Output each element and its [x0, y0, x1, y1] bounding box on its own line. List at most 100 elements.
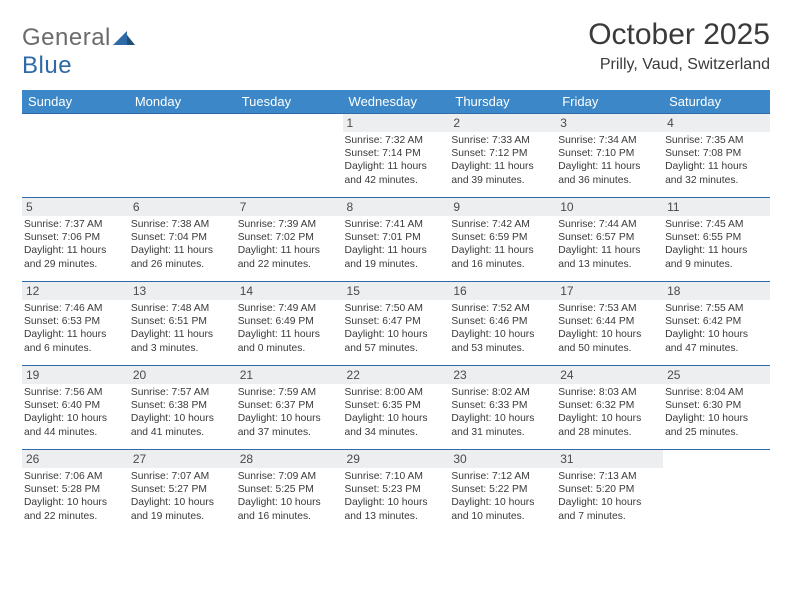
logo-word-1: General: [22, 24, 111, 51]
day-number: 25: [663, 366, 770, 384]
day-number: 17: [556, 282, 663, 300]
month-title: October 2025: [588, 18, 770, 52]
day-number: 12: [22, 282, 129, 300]
day-cell: 24Sunrise: 8:03 AMSunset: 6:32 PMDayligh…: [556, 365, 663, 449]
day-header: Monday: [129, 90, 236, 113]
empty-day: [663, 449, 770, 533]
day-info: Sunrise: 7:57 AMSunset: 6:38 PMDaylight:…: [131, 386, 232, 439]
calendar-cell: 17Sunrise: 7:53 AMSunset: 6:44 PMDayligh…: [556, 281, 663, 365]
day-cell: 6Sunrise: 7:38 AMSunset: 7:04 PMDaylight…: [129, 197, 236, 281]
calendar-table: SundayMondayTuesdayWednesdayThursdayFrid…: [22, 90, 770, 533]
day-header: Thursday: [449, 90, 556, 113]
day-number: 14: [236, 282, 343, 300]
calendar-cell: 22Sunrise: 8:00 AMSunset: 6:35 PMDayligh…: [343, 365, 450, 449]
calendar-cell: 31Sunrise: 7:13 AMSunset: 5:20 PMDayligh…: [556, 449, 663, 533]
calendar-cell: 16 Sunrise: 7:52 AMSunset: 6:46 PMDayligh…: [449, 281, 556, 365]
day-info: Sunrise: 7:32 AMSunset: 7:14 PMDaylight:…: [345, 134, 446, 187]
calendar-cell: 28 Sunrise: 7:09 AMSunset: 5:25 PMDayligh…: [236, 449, 343, 533]
day-number: 21: [236, 366, 343, 384]
calendar-page: GeneralBlue October 2025 Prilly, Vaud, S…: [0, 0, 792, 612]
calendar-cell: 14 Sunrise: 7:49 AMSunset: 6:49 PMDayligh…: [236, 281, 343, 365]
day-number: 7: [236, 198, 343, 216]
day-cell: 22Sunrise: 8:00 AMSunset: 6:35 PMDayligh…: [343, 365, 450, 449]
day-info: Sunrise: 7:55 AMSunset: 6:42 PMDaylight:…: [665, 302, 766, 355]
day-number: 27: [129, 450, 236, 468]
day-number: 10: [556, 198, 663, 216]
day-cell: 2Sunrise: 7:33 AMSunset: 7:12 PMDaylight…: [449, 113, 556, 197]
day-info: Sunrise: 7:12 AMSunset: 5:22 PMDaylight:…: [451, 470, 552, 523]
day-info: Sunrise: 7:13 AMSunset: 5:20 PMDaylight:…: [558, 470, 659, 523]
day-number: 3: [556, 114, 663, 132]
day-number: 24: [556, 366, 663, 384]
day-info: Sunrise: 7:52 AMSunset: 6:46 PMDaylight:…: [451, 302, 552, 355]
day-number: 22: [343, 366, 450, 384]
calendar-cell: 27Sunrise: 7:07 AMSunset: 5:27 PMDayligh…: [129, 449, 236, 533]
calendar-week-row: 26Sunrise: 7:06 AMSunset: 5:28 PMDayligh…: [22, 449, 770, 533]
day-cell: 16 Sunrise: 7:52 AMSunset: 6:46 PMDayligh…: [449, 281, 556, 365]
calendar-cell: 23Sunrise: 8:02 AMSunset: 6:33 PMDayligh…: [449, 365, 556, 449]
day-cell: 9Sunrise: 7:42 AMSunset: 6:59 PMDaylight…: [449, 197, 556, 281]
day-info: Sunrise: 7:38 AMSunset: 7:04 PMDaylight:…: [131, 218, 232, 271]
day-number: 29: [343, 450, 450, 468]
calendar-cell: 15Sunrise: 7:50 AMSunset: 6:47 PMDayligh…: [343, 281, 450, 365]
day-header: Tuesday: [236, 90, 343, 113]
day-info: Sunrise: 7:48 AMSunset: 6:51 PMDaylight:…: [131, 302, 232, 355]
day-cell: 29 Sunrise: 7:10 AMSunset: 5:23 PMDayligh…: [343, 449, 450, 533]
logo-word-2: Blue: [22, 52, 72, 79]
day-info: Sunrise: 7:59 AMSunset: 6:37 PMDaylight:…: [238, 386, 339, 439]
day-cell: 17Sunrise: 7:53 AMSunset: 6:44 PMDayligh…: [556, 281, 663, 365]
day-number: 11: [663, 198, 770, 216]
day-info: Sunrise: 7:37 AMSunset: 7:06 PMDaylight:…: [24, 218, 125, 271]
calendar-cell: 26Sunrise: 7:06 AMSunset: 5:28 PMDayligh…: [22, 449, 129, 533]
calendar-cell: 19Sunrise: 7:56 AMSunset: 6:40 PMDayligh…: [22, 365, 129, 449]
day-info: Sunrise: 7:34 AMSunset: 7:10 PMDaylight:…: [558, 134, 659, 187]
location: Prilly, Vaud, Switzerland: [588, 56, 770, 74]
day-cell: 21 Sunrise: 7:59 AMSunset: 6:37 PMDayligh…: [236, 365, 343, 449]
day-cell: 26Sunrise: 7:06 AMSunset: 5:28 PMDayligh…: [22, 449, 129, 533]
day-cell: 15Sunrise: 7:50 AMSunset: 6:47 PMDayligh…: [343, 281, 450, 365]
calendar-cell: 12Sunrise: 7:46 AMSunset: 6:53 PMDayligh…: [22, 281, 129, 365]
calendar-cell: 4Sunrise: 7:35 AMSunset: 7:08 PMDaylight…: [663, 113, 770, 197]
day-number: 13: [129, 282, 236, 300]
day-number: 16: [449, 282, 556, 300]
day-info: Sunrise: 7:50 AMSunset: 6:47 PMDaylight:…: [345, 302, 446, 355]
calendar-cell: 3 Sunrise: 7:34 AMSunset: 7:10 PMDaylight…: [556, 113, 663, 197]
day-info: Sunrise: 7:10 AMSunset: 5:23 PMDaylight:…: [345, 470, 446, 523]
calendar-cell: 7Sunrise: 7:39 AMSunset: 7:02 PMDaylight…: [236, 197, 343, 281]
day-number: 28: [236, 450, 343, 468]
day-cell: 13 Sunrise: 7:48 AMSunset: 6:51 PMDayligh…: [129, 281, 236, 365]
calendar-week-row: 12Sunrise: 7:46 AMSunset: 6:53 PMDayligh…: [22, 281, 770, 365]
day-number: 4: [663, 114, 770, 132]
day-info: Sunrise: 8:04 AMSunset: 6:30 PMDaylight:…: [665, 386, 766, 439]
empty-day: [22, 113, 129, 197]
day-cell: 3 Sunrise: 7:34 AMSunset: 7:10 PMDaylight…: [556, 113, 663, 197]
day-cell: 1Sunrise: 7:32 AMSunset: 7:14 PMDaylight…: [343, 113, 450, 197]
calendar-body: 1Sunrise: 7:32 AMSunset: 7:14 PMDaylight…: [22, 113, 770, 533]
day-cell: 20 Sunrise: 7:57 AMSunset: 6:38 PMDayligh…: [129, 365, 236, 449]
calendar-cell: [663, 449, 770, 533]
calendar-week-row: 1Sunrise: 7:32 AMSunset: 7:14 PMDaylight…: [22, 113, 770, 197]
day-number: 23: [449, 366, 556, 384]
day-info: Sunrise: 7:41 AMSunset: 7:01 PMDaylight:…: [345, 218, 446, 271]
day-number: 18: [663, 282, 770, 300]
calendar-cell: 18 Sunrise: 7:55 AMSunset: 6:42 PMDayligh…: [663, 281, 770, 365]
calendar-cell: 13 Sunrise: 7:48 AMSunset: 6:51 PMDayligh…: [129, 281, 236, 365]
empty-day: [236, 113, 343, 197]
day-cell: 19Sunrise: 7:56 AMSunset: 6:40 PMDayligh…: [22, 365, 129, 449]
day-number: 9: [449, 198, 556, 216]
logo: GeneralBlue: [22, 18, 135, 80]
empty-day: [129, 113, 236, 197]
calendar-cell: 6Sunrise: 7:38 AMSunset: 7:04 PMDaylight…: [129, 197, 236, 281]
day-cell: 10Sunrise: 7:44 AMSunset: 6:57 PMDayligh…: [556, 197, 663, 281]
day-header: Wednesday: [343, 90, 450, 113]
day-cell: 27Sunrise: 7:07 AMSunset: 5:27 PMDayligh…: [129, 449, 236, 533]
day-number: 20: [129, 366, 236, 384]
day-number: 26: [22, 450, 129, 468]
calendar-cell: 25 Sunrise: 8:04 AMSunset: 6:30 PMDayligh…: [663, 365, 770, 449]
day-info: Sunrise: 7:45 AMSunset: 6:55 PMDaylight:…: [665, 218, 766, 271]
calendar-cell: 24Sunrise: 8:03 AMSunset: 6:32 PMDayligh…: [556, 365, 663, 449]
day-info: Sunrise: 7:09 AMSunset: 5:25 PMDaylight:…: [238, 470, 339, 523]
calendar-cell: 20 Sunrise: 7:57 AMSunset: 6:38 PMDayligh…: [129, 365, 236, 449]
day-info: Sunrise: 7:49 AMSunset: 6:49 PMDaylight:…: [238, 302, 339, 355]
day-cell: 18 Sunrise: 7:55 AMSunset: 6:42 PMDayligh…: [663, 281, 770, 365]
